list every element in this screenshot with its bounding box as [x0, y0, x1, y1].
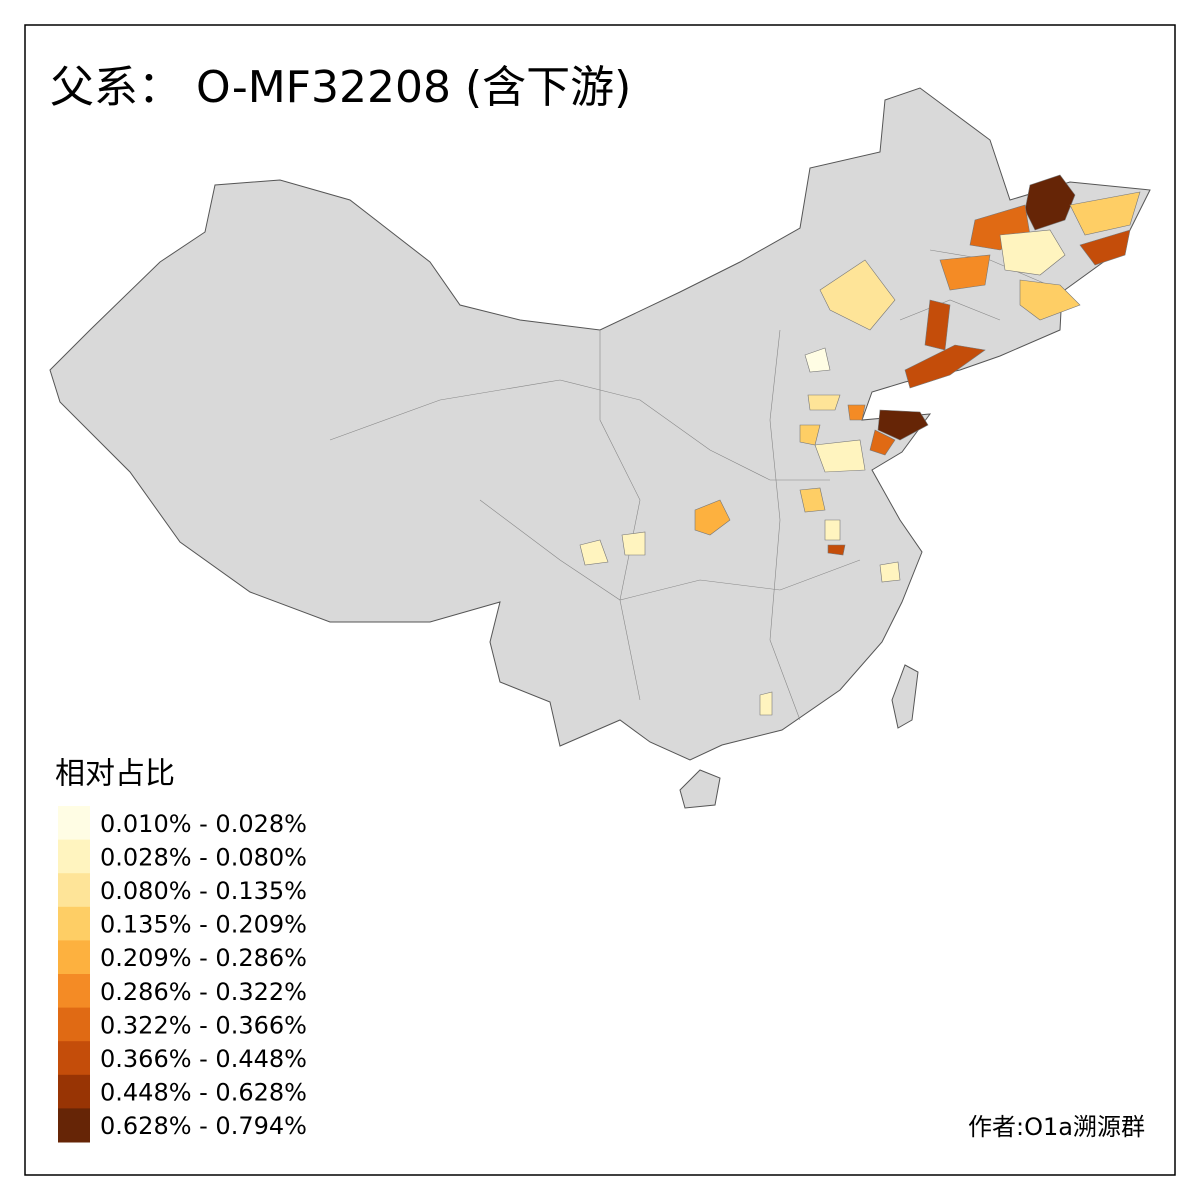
region-fill: [827, 544, 846, 556]
hainan: [679, 769, 721, 809]
taiwan: [891, 664, 919, 729]
legend-label: 0.080% - 0.135%: [100, 877, 307, 905]
region-fill: [939, 254, 991, 291]
legend-swatch: [58, 906, 90, 941]
legend-label: 0.028% - 0.080%: [100, 843, 307, 871]
legend-swatch: [58, 873, 90, 908]
legend-swatch: [58, 839, 90, 874]
legend-swatch: [58, 1074, 90, 1109]
region-fill: [904, 344, 986, 389]
china-outline: [49, 87, 1151, 761]
region-fill: [869, 429, 896, 456]
border-line: [599, 330, 641, 701]
region-fill: [807, 394, 841, 411]
region-fill: [799, 487, 826, 513]
region-fill: [1069, 191, 1141, 236]
region-fill: [1079, 229, 1131, 266]
map-title: 父系： O-MF32208 (含下游): [50, 62, 631, 113]
legend-label: 0.448% - 0.628%: [100, 1079, 307, 1107]
region-fill: [847, 404, 866, 421]
legend-title: 相对占比: [55, 757, 175, 792]
legend-label: 0.010% - 0.028%: [100, 810, 307, 838]
border-line: [769, 329, 801, 721]
legend-swatch: [58, 1108, 90, 1143]
legend-label: 0.209% - 0.286%: [100, 944, 307, 972]
legend-swatch: [58, 806, 90, 841]
legend-swatch: [58, 1007, 90, 1042]
region-fill: [799, 424, 821, 446]
legend-swatch: [58, 1041, 90, 1076]
colored-regions: [579, 174, 1141, 716]
legend-label: 0.286% - 0.322%: [100, 978, 307, 1006]
region-fill: [579, 539, 609, 566]
region-fill: [819, 259, 896, 331]
legend-swatch: [58, 940, 90, 975]
region-fill: [999, 229, 1066, 276]
legend-label: 0.628% - 0.794%: [100, 1112, 307, 1140]
region-fill: [759, 691, 773, 716]
region-fill: [804, 347, 831, 373]
legend-label: 0.322% - 0.366%: [100, 1011, 307, 1039]
province-borders: [329, 249, 1061, 721]
region-fill: [877, 409, 929, 441]
legend-swatch: [58, 974, 90, 1009]
border-line: [329, 379, 830, 481]
region-fill: [879, 561, 901, 583]
region-fill: [824, 519, 841, 541]
legend-label: 0.135% - 0.209%: [100, 911, 307, 939]
author-credit: 作者:O1a溯源群: [968, 1113, 1145, 1141]
border-line: [479, 499, 861, 601]
region-fill: [621, 531, 646, 556]
region-fill: [1019, 279, 1081, 321]
region-fill: [814, 439, 866, 473]
legend-label: 0.366% - 0.448%: [100, 1045, 307, 1073]
border-line: [929, 249, 1061, 291]
region-fill: [694, 499, 731, 536]
border-line: [899, 299, 1001, 321]
legend: 0.010% - 0.028% 0.028% - 0.080% 0.080% - 0…: [58, 806, 307, 1143]
